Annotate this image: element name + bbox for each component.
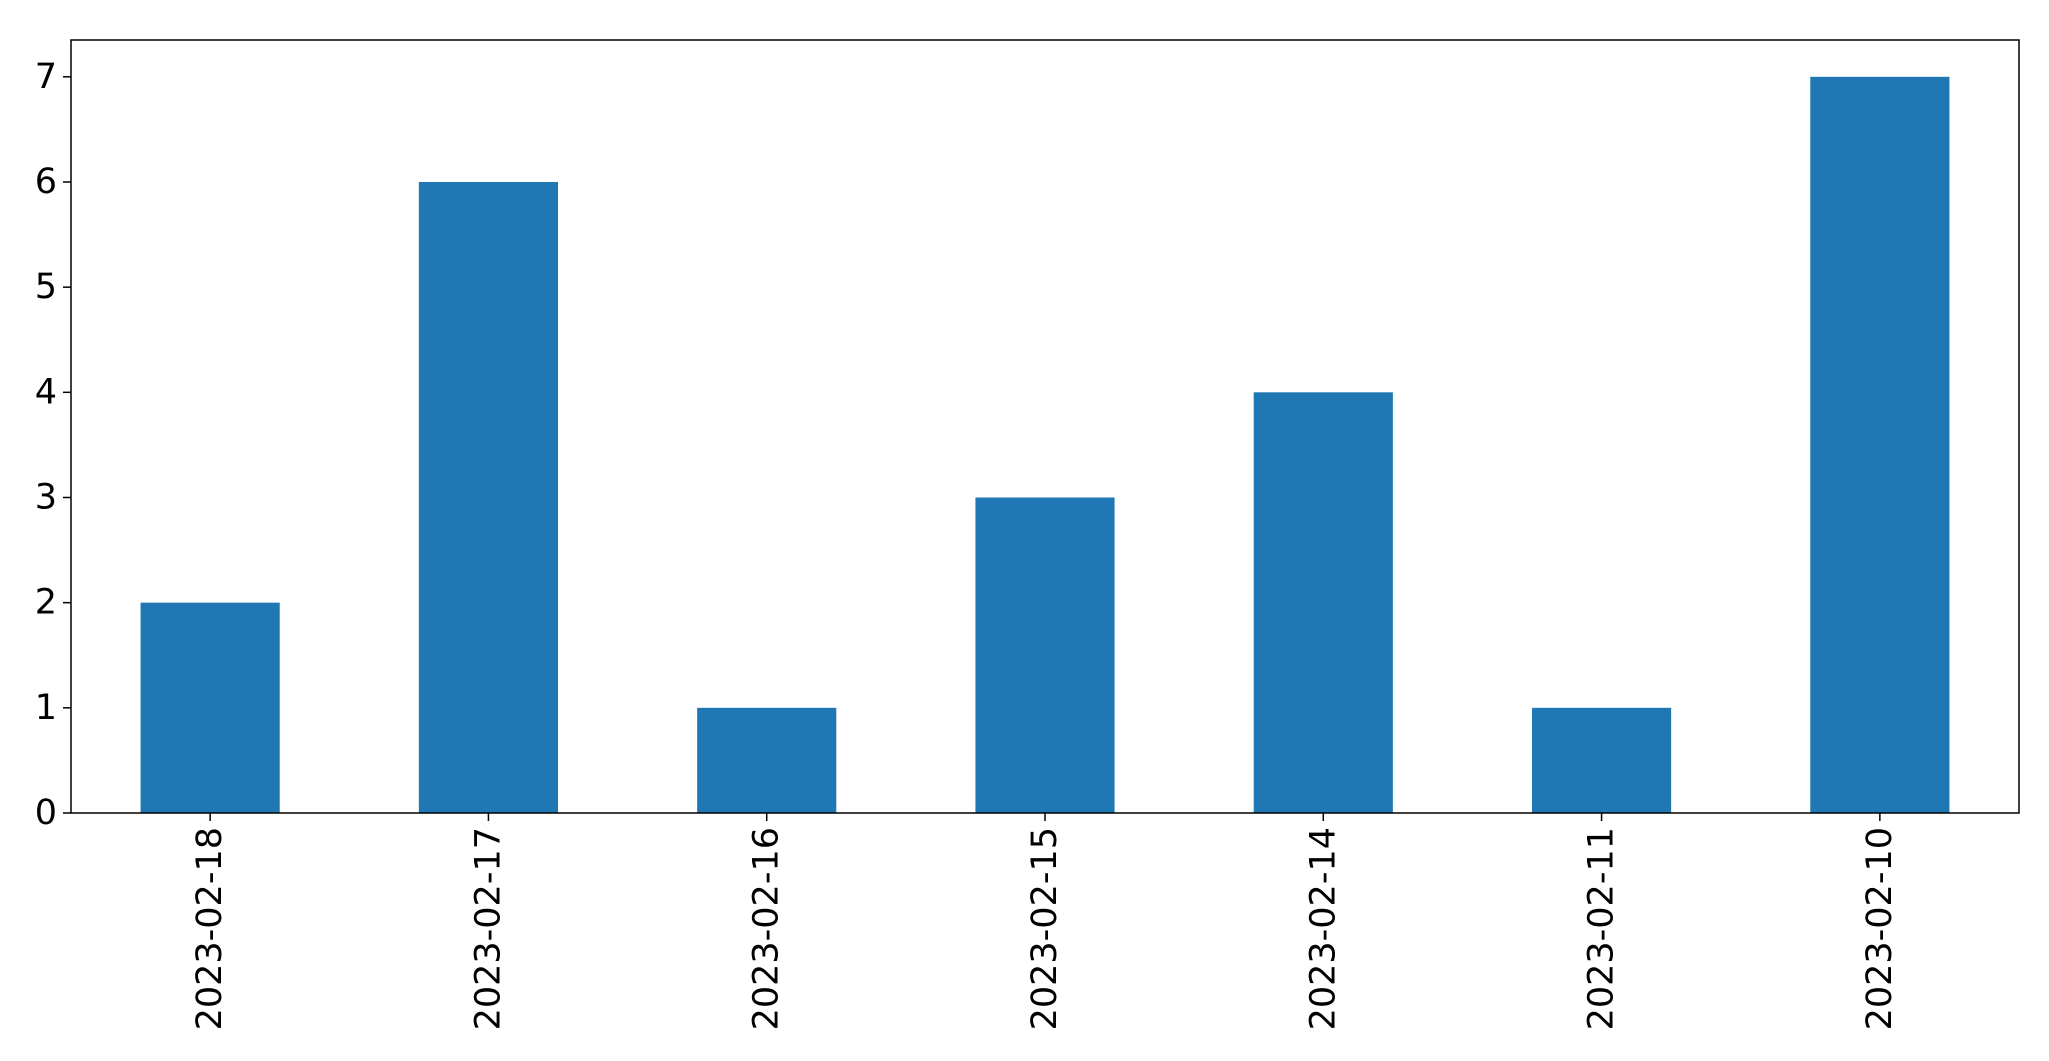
x-tick-label: 2023-02-10 — [1860, 827, 1900, 1030]
y-tick-label: 1 — [35, 688, 57, 728]
y-tick-label: 6 — [35, 162, 57, 202]
y-tick-label: 7 — [35, 57, 57, 97]
y-tick-label: 3 — [35, 477, 57, 517]
bars — [140, 76, 1950, 814]
bar-2023-02-18 — [140, 602, 280, 813]
bar-2023-02-15 — [975, 497, 1115, 813]
bar-2023-02-17 — [418, 181, 558, 813]
x-tick-label: 2023-02-16 — [747, 827, 787, 1030]
x-tick-label: 2023-02-11 — [1582, 827, 1622, 1030]
y-axis-ticks: 0 1 2 3 4 5 6 7 — [35, 57, 71, 833]
y-tick-label: 4 — [35, 372, 57, 412]
x-axis-ticks: 2023-02-18 2023-02-17 2023-02-16 2023-02-15… — [190, 813, 1900, 1030]
bar-2023-02-10 — [1810, 76, 1950, 814]
bar-2023-02-11 — [1532, 707, 1672, 813]
y-tick-label: 5 — [35, 267, 57, 307]
bar-2023-02-16 — [697, 707, 837, 813]
x-tick-label: 2023-02-18 — [190, 827, 230, 1030]
x-tick-label: 2023-02-15 — [1025, 827, 1065, 1030]
x-tick-label: 2023-02-17 — [468, 827, 508, 1030]
y-tick-label: 0 — [35, 793, 57, 833]
bar-2023-02-14 — [1253, 392, 1393, 813]
plot-frame — [70, 39, 2020, 814]
y-tick-label: 2 — [35, 583, 57, 623]
x-tick-label: 2023-02-14 — [1303, 827, 1343, 1030]
